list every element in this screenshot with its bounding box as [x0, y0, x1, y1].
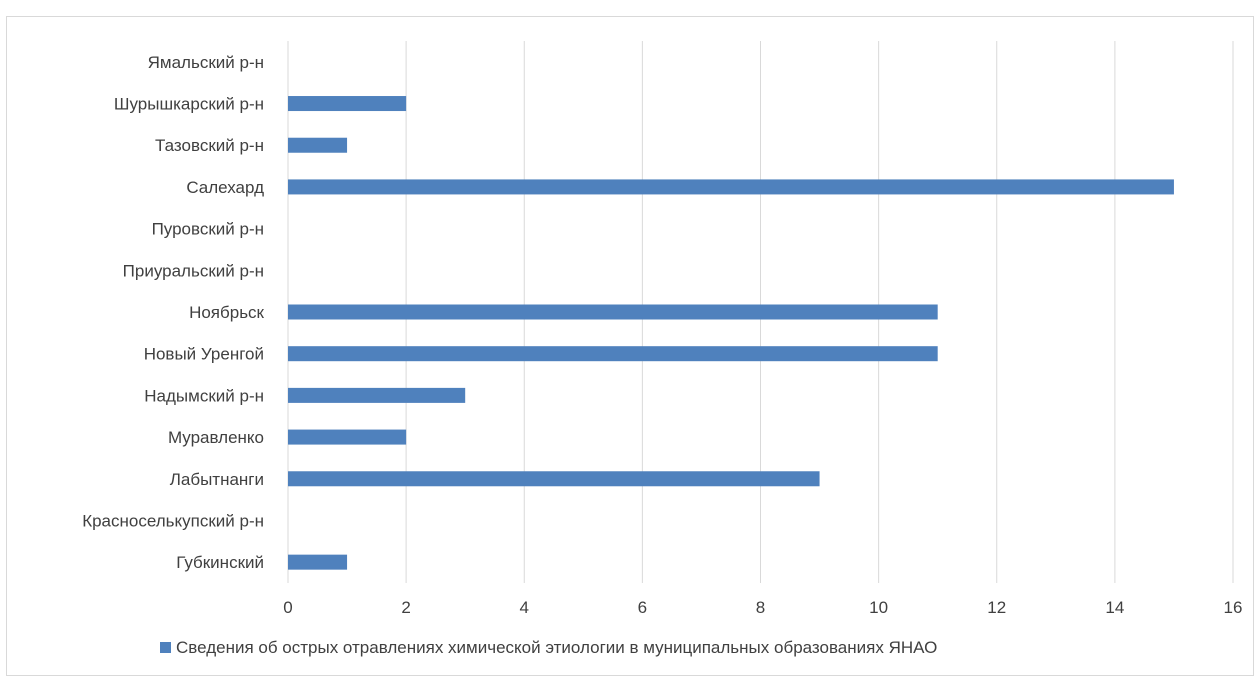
legend-swatch — [160, 642, 171, 653]
x-tick-label: 8 — [756, 598, 765, 617]
x-tick-label: 12 — [987, 598, 1006, 617]
bar-chart: Губкинский Красноселькупский р-н Лабытнанг… — [82, 41, 1242, 657]
legend: Сведения об острых отравлениях химическо… — [160, 638, 937, 657]
bar — [288, 304, 938, 320]
x-tick-label: 6 — [638, 598, 647, 617]
x-tick-labels: 0 2 4 6 8 10 12 14 16 — [283, 598, 1242, 617]
category-label: Лабытнанги — [170, 470, 264, 489]
x-tick-label: 14 — [1105, 598, 1124, 617]
category-label: Муравленко — [168, 428, 264, 447]
category-label: Приуральский р-н — [123, 261, 264, 280]
category-label: Шурышкарский р-н — [114, 95, 264, 114]
category-labels: Губкинский Красноселькупский р-н Лабытнанг… — [82, 53, 264, 572]
bars — [288, 96, 1174, 570]
category-label: Ноябрьск — [189, 303, 264, 322]
bar — [288, 554, 348, 570]
bar — [288, 179, 1174, 195]
legend-label: Сведения об острых отравлениях химическо… — [176, 638, 937, 657]
bar — [288, 429, 407, 445]
x-tick-label: 2 — [401, 598, 410, 617]
category-label: Ямальский р-н — [148, 53, 264, 72]
bar — [288, 137, 348, 153]
x-tick-label: 4 — [520, 598, 529, 617]
bar — [288, 471, 820, 487]
x-tick-label: 0 — [283, 598, 292, 617]
category-label: Губкинский — [176, 553, 264, 572]
x-tick-label: 16 — [1224, 598, 1243, 617]
category-label: Салехард — [186, 178, 264, 197]
category-label: Тазовский р-н — [155, 136, 264, 155]
category-label: Красноселькупский р-н — [82, 511, 264, 530]
category-label: Надымский р-н — [144, 386, 264, 405]
category-label: Пуровский р-н — [152, 220, 264, 239]
category-label: Новый Уренгой — [144, 345, 264, 364]
bar — [288, 96, 407, 112]
bar — [288, 346, 938, 362]
bar — [288, 387, 466, 403]
chart-frame: Губкинский Красноселькупский р-н Лабытнанг… — [6, 16, 1254, 676]
x-tick-label: 10 — [869, 598, 888, 617]
